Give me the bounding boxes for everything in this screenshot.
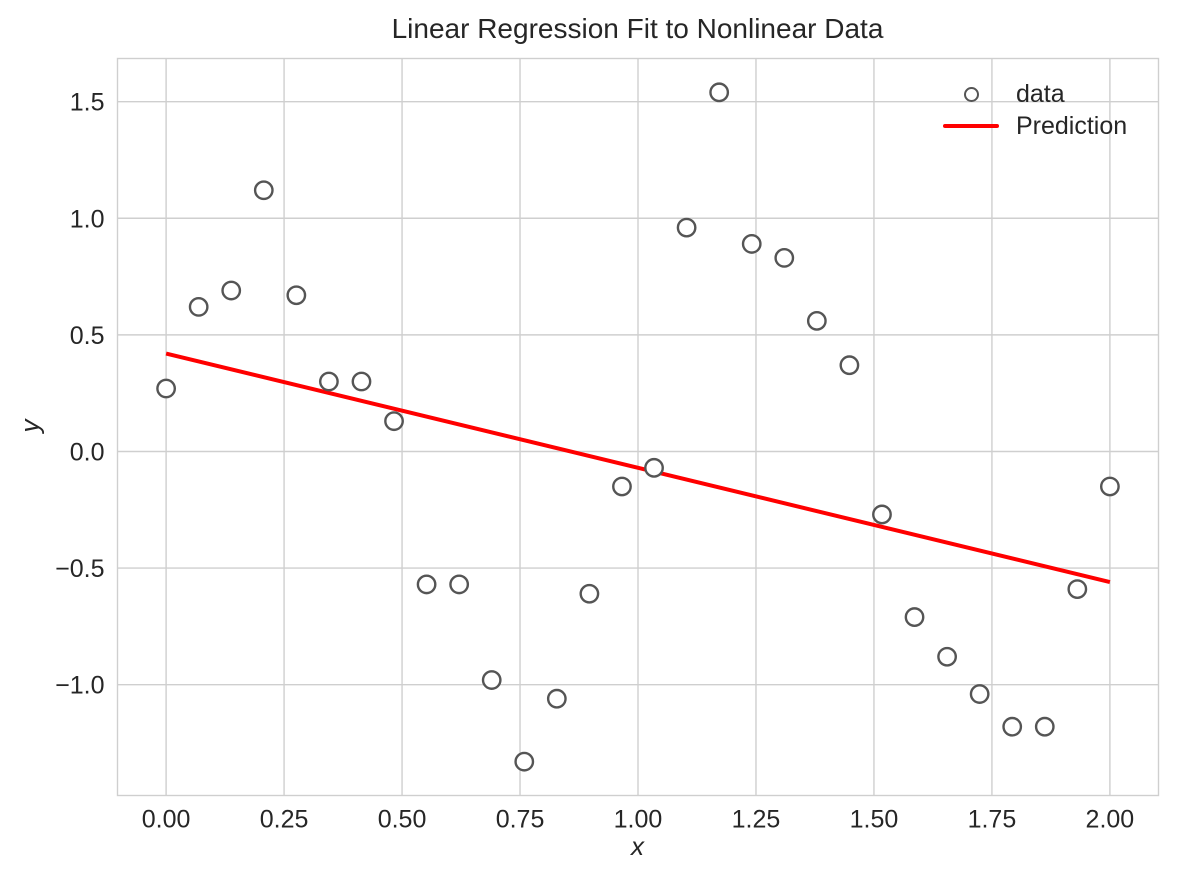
open-circle-marker-icon: [963, 86, 979, 102]
data-point: [384, 411, 404, 432]
data-point: [481, 670, 502, 690]
legend-entry-prediction: Prediction: [940, 110, 1127, 142]
red-line-swatch-icon: [943, 123, 999, 129]
data-point: [546, 688, 567, 709]
legend: data Prediction: [940, 78, 1127, 142]
data-point: [351, 371, 372, 392]
y-tick-label: 0.0: [70, 438, 105, 466]
data-point: [1067, 579, 1088, 599]
y-tick-label: 1.5: [70, 89, 105, 117]
data-point: [156, 378, 177, 399]
data-point: [1034, 716, 1055, 737]
data-point: [709, 82, 730, 103]
x-tick-label: 2.00: [1086, 806, 1135, 834]
x-tick-label: 0.75: [496, 806, 545, 834]
data-point: [969, 684, 990, 704]
data-point: [319, 371, 339, 392]
legend-label-data: data: [1016, 79, 1065, 108]
legend-label-prediction: Prediction: [1016, 111, 1128, 140]
data-point: [514, 751, 535, 772]
y-tick-label: −1.0: [55, 672, 104, 700]
data-point: [839, 355, 860, 376]
data-point: [286, 285, 307, 306]
data-point: [416, 574, 437, 595]
data-point: [904, 607, 925, 627]
data-point: [872, 504, 892, 525]
data-point: [937, 646, 957, 667]
data-point: [579, 583, 600, 604]
x-tick-label: 1.00: [614, 806, 663, 834]
x-tick-label: 1.50: [850, 806, 899, 834]
x-tick-label: 0.50: [378, 806, 427, 834]
y-tick-label: 1.0: [70, 205, 105, 233]
data-point: [612, 476, 632, 497]
y-tick-label: 0.5: [70, 322, 105, 350]
data-point: [806, 310, 827, 331]
x-tick-label: 1.25: [732, 806, 781, 834]
x-tick-label: 0.00: [142, 806, 191, 834]
chart-title: Linear Regression Fit to Nonlinear Data: [391, 13, 884, 44]
legend-entry-data: data: [940, 78, 1127, 110]
data-point: [1099, 476, 1120, 497]
data-point: [253, 180, 274, 201]
data-point: [774, 248, 795, 268]
y-axis-label: y: [14, 419, 45, 433]
data-point: [221, 280, 242, 301]
data-point: [188, 296, 209, 317]
data-point: [741, 234, 762, 254]
data-point: [676, 217, 697, 238]
y-tick-label: −0.5: [55, 555, 104, 583]
data-point: [1002, 716, 1023, 737]
data-point: [644, 457, 664, 478]
data-point: [449, 574, 470, 595]
x-tick-label: 1.75: [968, 806, 1017, 834]
x-axis-label: x: [631, 831, 644, 861]
plot-border: [116, 57, 1160, 797]
x-tick-label: 0.25: [260, 806, 309, 834]
prediction-line: [165, 351, 1111, 585]
